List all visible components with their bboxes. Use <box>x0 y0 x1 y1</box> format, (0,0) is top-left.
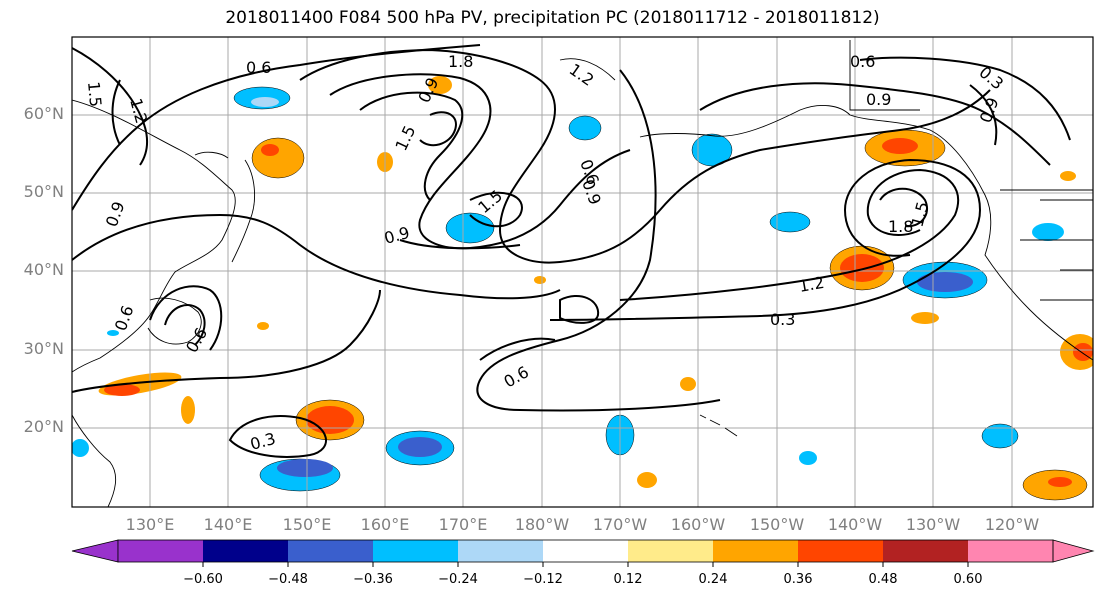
colorbar-tick-label: −0.48 <box>268 572 308 587</box>
precip-patches <box>72 76 1093 501</box>
colorbar-segment <box>883 540 968 562</box>
contour-label: 0.3 <box>770 310 795 329</box>
lat-label: 40°N <box>23 260 64 279</box>
lon-label: 170°W <box>592 515 648 534</box>
contour-label: 0.6 <box>182 324 211 356</box>
colorbar-tick-label: −0.24 <box>438 572 478 587</box>
gridlines <box>72 37 1093 507</box>
colorbar-frame <box>117 539 1054 563</box>
contour-label: 0.6 <box>501 362 533 391</box>
colorbar-segment <box>628 540 713 562</box>
contour-label: 1.2 <box>797 273 825 296</box>
colorbar-segment <box>288 540 373 562</box>
lat-label: 60°N <box>23 104 64 123</box>
map-frame <box>71 36 1094 508</box>
map-title: 2018011400 F084 500 hPa PV, precipitatio… <box>225 8 880 28</box>
colorbar-segment <box>543 540 628 562</box>
contour-label: 1.8 <box>888 217 913 236</box>
lat-label: 30°N <box>23 339 64 358</box>
lon-label: 130°W <box>905 515 961 534</box>
contour-label: 0.3 <box>248 429 278 454</box>
lon-label: 150°E <box>282 515 332 534</box>
contour-label: 0.6 <box>246 58 271 77</box>
colorbar-tick-label: 0.12 <box>613 572 643 587</box>
contour-label: 0.3 <box>975 63 1007 94</box>
lon-label: 140°W <box>827 515 883 534</box>
colorbar-tick-label: −0.12 <box>523 572 563 587</box>
contour-label: 1.5 <box>84 81 105 108</box>
colorbar-segment <box>713 540 798 562</box>
colorbar-segment <box>203 540 288 562</box>
colorbar-extend-high <box>1052 539 1095 563</box>
lon-label: 180°W <box>514 515 570 534</box>
colorbar <box>71 539 1095 567</box>
colorbar-tick-label: 0.36 <box>783 572 813 587</box>
lon-label: 150°W <box>749 515 805 534</box>
lon-label: 120°W <box>984 515 1040 534</box>
contour-label: 1.2 <box>126 96 151 126</box>
contour-label: 0.6 <box>850 52 875 71</box>
colorbar-segment <box>798 540 883 562</box>
contour-label: 1.5 <box>391 123 419 154</box>
pv-contours <box>72 44 1071 458</box>
colorbar-segment <box>968 540 1053 562</box>
colorbar-segment <box>118 540 203 562</box>
contour-label: 1.5 <box>474 186 506 217</box>
contour-label: 0.9 <box>102 199 129 229</box>
lon-label: 170°E <box>438 515 488 534</box>
lat-label: 50°N <box>23 182 64 201</box>
colorbar-tick-label: −0.60 <box>183 572 223 587</box>
colorbar-extend-low <box>71 539 119 563</box>
coastlines <box>72 40 1093 507</box>
lon-label: 140°E <box>203 515 253 534</box>
colorbar-tick-label: 0.60 <box>953 572 983 587</box>
contour-label: 0.6 <box>111 303 138 333</box>
colorbar-tick-label: 0.48 <box>868 572 898 587</box>
lon-label: 160°W <box>670 515 726 534</box>
lon-label: 130°E <box>125 515 175 534</box>
contour-label: 1.8 <box>448 52 473 71</box>
contour-label: 0.9 <box>866 90 891 109</box>
lat-label: 20°N <box>23 417 64 436</box>
colorbar-segment <box>373 540 458 562</box>
contour-label: 0.9 <box>382 223 412 248</box>
colorbar-tick-label: −0.36 <box>353 572 393 587</box>
lon-label: 160°E <box>360 515 410 534</box>
colorbar-segment <box>458 540 543 562</box>
colorbar-tick-label: 0.24 <box>698 572 728 587</box>
contour-label: 1.5 <box>908 200 933 230</box>
